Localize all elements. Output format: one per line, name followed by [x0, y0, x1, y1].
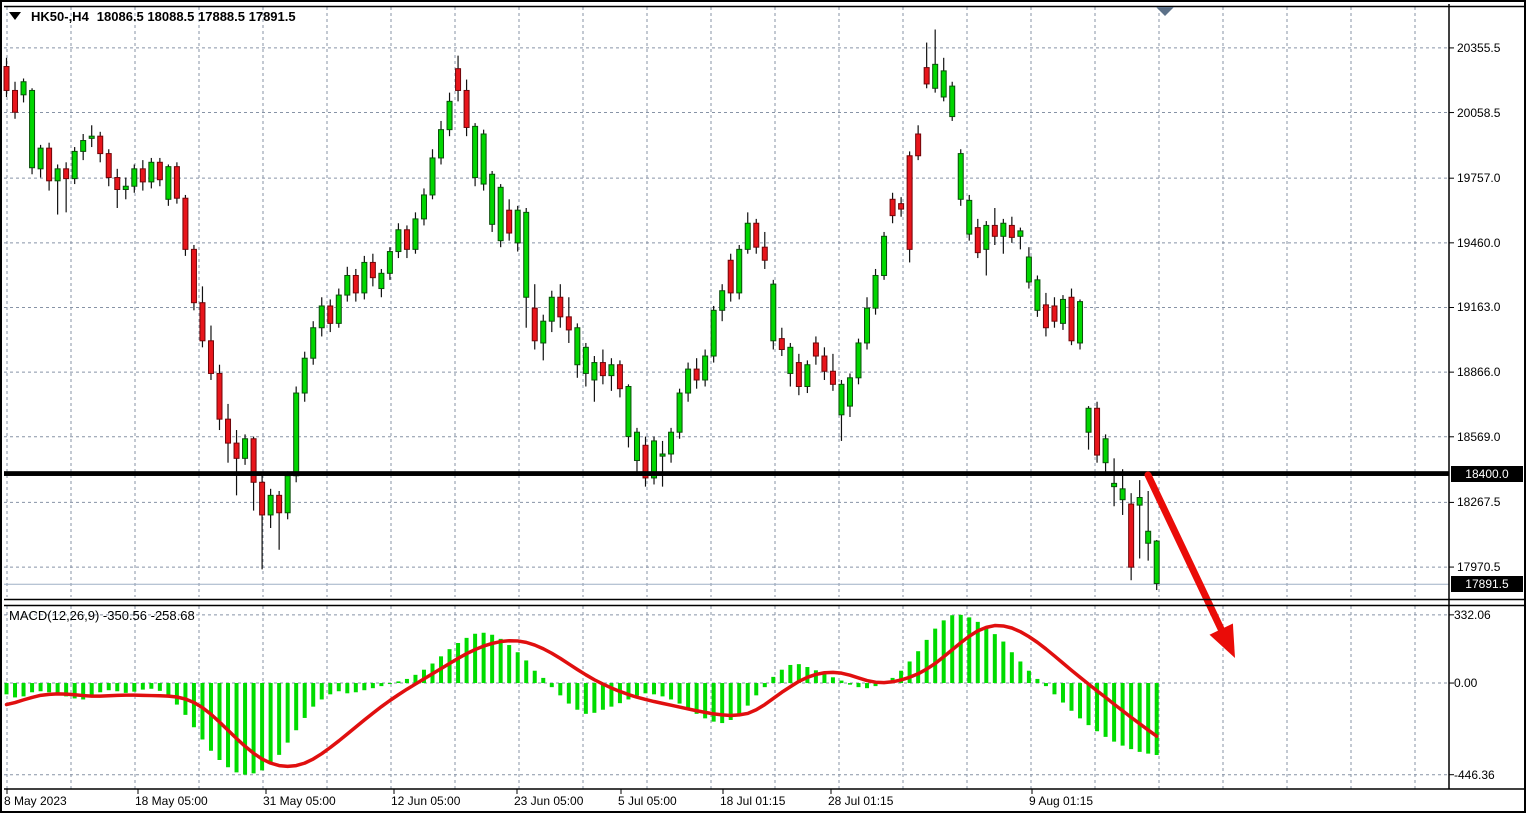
macd-axis-label: -446.36 [1454, 767, 1495, 782]
time-axis-label: 9 Aug 01:15 [1029, 794, 1094, 808]
price-axis-label: 18267.5 [1457, 495, 1501, 510]
time-axis-label: 5 Jul 05:00 [618, 794, 677, 808]
hline-price-badge: 18400.0 [1451, 465, 1523, 482]
macd-axis-label: 0.00 [1454, 676, 1478, 691]
time-axis-label: 28 Jul 01:15 [828, 794, 894, 808]
price-axis-label: 20058.5 [1457, 105, 1501, 120]
symbol-period-label: HK50-,H4 [31, 8, 89, 24]
time-axis-label: 8 May 2023 [4, 794, 67, 808]
price-axis-label: 18569.0 [1457, 429, 1501, 444]
symbol-dropdown-icon[interactable] [9, 12, 21, 20]
bid-price-badge: 17891.5 [1451, 576, 1523, 593]
price-axis-label: 19163.0 [1457, 300, 1501, 315]
time-axis-label: 12 Jun 05:00 [391, 794, 461, 808]
quote-ohlc-values: 18086.5 18088.5 17888.5 17891.5 [96, 8, 296, 24]
price-axis-label: 20355.5 [1457, 40, 1501, 55]
time-axis-label: 18 May 05:00 [135, 794, 208, 808]
symbol-quote-bar: HK50-,H4 18086.5 18088.5 17888.5 17891.5 [9, 7, 296, 25]
price-axis-label: 19460.0 [1457, 235, 1501, 250]
price-axis-label: 18866.0 [1457, 365, 1501, 380]
price-axis-label: 19757.0 [1457, 171, 1501, 186]
price-axis-label: 17970.5 [1457, 560, 1501, 575]
time-axis-label: 18 Jul 01:15 [720, 794, 786, 808]
indicator-label: MACD(12,26,9) -350.56 -258.68 [9, 608, 195, 623]
time-axis-label: 31 May 05:00 [263, 794, 336, 808]
macd-axis-label: 332.06 [1454, 607, 1491, 622]
time-axis-label: 23 Jun 05:00 [514, 794, 584, 808]
